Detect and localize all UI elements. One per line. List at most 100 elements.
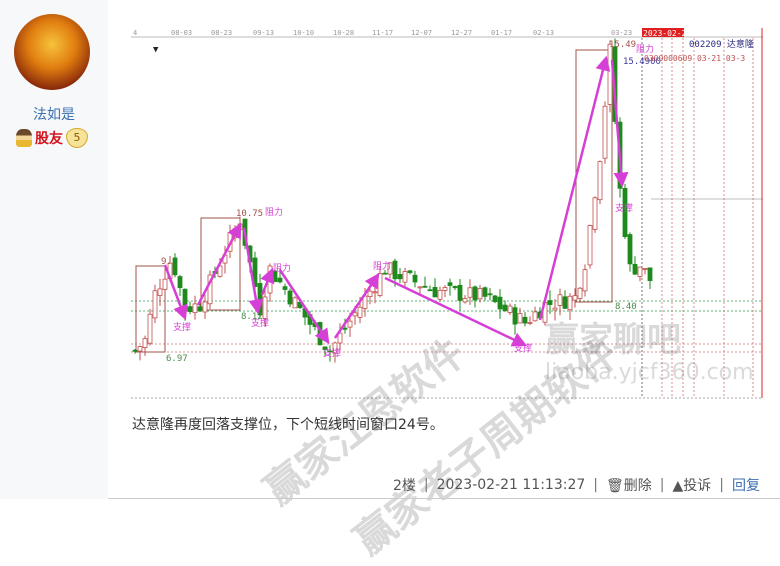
candle bbox=[157, 288, 163, 296]
delete-button[interactable]: 🗑删除 bbox=[606, 478, 652, 494]
report-button[interactable]: ▲投诉 bbox=[672, 478, 712, 494]
candle bbox=[147, 313, 153, 344]
candle bbox=[262, 296, 268, 319]
candle bbox=[197, 306, 203, 312]
candle bbox=[402, 271, 408, 283]
level-badge: 5 bbox=[66, 128, 88, 148]
candle bbox=[602, 105, 608, 159]
candle bbox=[182, 288, 188, 312]
trend-arrow bbox=[384, 276, 528, 347]
user-sidebar: 法如是 股友 5 bbox=[0, 0, 108, 499]
candle bbox=[457, 284, 463, 301]
candle bbox=[382, 272, 388, 275]
candle bbox=[597, 161, 603, 201]
date-tick: 09-13 bbox=[253, 29, 274, 37]
user-group-icon bbox=[16, 129, 32, 147]
level-label: 8.12 bbox=[241, 312, 263, 322]
candle bbox=[347, 320, 353, 328]
candle bbox=[512, 307, 518, 325]
level-label: 8.40 bbox=[615, 302, 637, 312]
stock-chart-image: 4 08-03 08-23 09-13 10-10 10-28 11-17 12-07 12-2… bbox=[131, 28, 763, 399]
candle bbox=[162, 278, 168, 290]
trend-arrow bbox=[196, 222, 242, 306]
trend-arrow bbox=[260, 267, 275, 296]
user-badge: 股友 5 bbox=[16, 128, 88, 148]
date-tick: 10-28 bbox=[333, 29, 354, 37]
date-tick: 01-17 bbox=[491, 29, 512, 37]
resistance-label: 阻力 bbox=[273, 262, 291, 274]
candle bbox=[407, 270, 413, 273]
candle bbox=[552, 307, 558, 311]
candle bbox=[642, 268, 648, 270]
candle bbox=[637, 266, 643, 277]
candle bbox=[567, 295, 573, 311]
level-label: 6.97 bbox=[166, 354, 188, 364]
trend-arrow bbox=[333, 272, 380, 339]
dropdown-arrow-icon: ▼ bbox=[153, 45, 159, 55]
candle bbox=[587, 225, 593, 266]
candle bbox=[527, 322, 533, 324]
candle bbox=[487, 293, 493, 296]
candle bbox=[442, 287, 448, 291]
trend-arrow bbox=[242, 227, 264, 315]
date-tick: 02-13 bbox=[533, 29, 554, 37]
support-label: 支撑 bbox=[251, 317, 269, 329]
candle bbox=[377, 273, 383, 296]
candle bbox=[502, 304, 508, 312]
reply-button[interactable]: 回复 bbox=[732, 478, 760, 494]
warning-icon: ▲ bbox=[672, 478, 684, 494]
candle bbox=[422, 285, 428, 288]
username[interactable]: 法如是 bbox=[33, 107, 75, 123]
candle bbox=[647, 267, 653, 281]
support-label: 支撑 bbox=[173, 321, 191, 333]
candle bbox=[517, 313, 523, 324]
floor-number: 2楼 bbox=[392, 478, 416, 494]
candle bbox=[207, 274, 213, 305]
candle bbox=[577, 287, 583, 299]
candle bbox=[397, 274, 403, 280]
date-tick: 03-23 bbox=[611, 29, 632, 37]
post-content: 达意隆再度回落支撑位，下个短线时间窗口24号。 bbox=[132, 417, 444, 433]
candle bbox=[392, 260, 398, 280]
candle bbox=[447, 282, 453, 286]
candle bbox=[352, 312, 358, 317]
candle bbox=[492, 295, 498, 303]
post-time: 2023-02-21 11:13:27 bbox=[436, 477, 586, 493]
candle bbox=[287, 290, 293, 305]
candle bbox=[367, 290, 373, 297]
candle bbox=[562, 296, 568, 309]
date-tick: 2023-02-24 bbox=[643, 29, 691, 38]
candle bbox=[327, 350, 333, 353]
candle bbox=[152, 290, 158, 319]
candle bbox=[412, 274, 418, 283]
date-tick: 08-23 bbox=[211, 29, 232, 37]
candle bbox=[437, 289, 443, 300]
range-box bbox=[575, 49, 613, 303]
candle bbox=[427, 289, 433, 292]
candle bbox=[357, 306, 363, 318]
candle bbox=[557, 294, 563, 306]
high-readout: 15.4900 bbox=[623, 57, 661, 67]
candle bbox=[292, 297, 298, 309]
candle bbox=[472, 286, 478, 301]
candle bbox=[202, 301, 208, 313]
candle bbox=[417, 286, 423, 289]
candle bbox=[132, 349, 138, 352]
trend-arrow bbox=[538, 55, 611, 321]
candle bbox=[432, 286, 438, 298]
candle bbox=[532, 311, 538, 322]
candle bbox=[462, 298, 468, 303]
candle bbox=[177, 276, 183, 289]
candle bbox=[592, 197, 598, 230]
candle bbox=[332, 342, 338, 354]
date-tick: 12-27 bbox=[451, 29, 472, 37]
candle bbox=[342, 327, 348, 330]
trend-arrow bbox=[610, 59, 629, 188]
candle bbox=[192, 303, 198, 314]
candle bbox=[137, 346, 143, 352]
candle bbox=[172, 257, 178, 276]
avatar[interactable] bbox=[14, 14, 90, 90]
trash-icon: 🗑 bbox=[606, 478, 624, 494]
candle bbox=[607, 43, 613, 105]
candle bbox=[187, 306, 193, 312]
